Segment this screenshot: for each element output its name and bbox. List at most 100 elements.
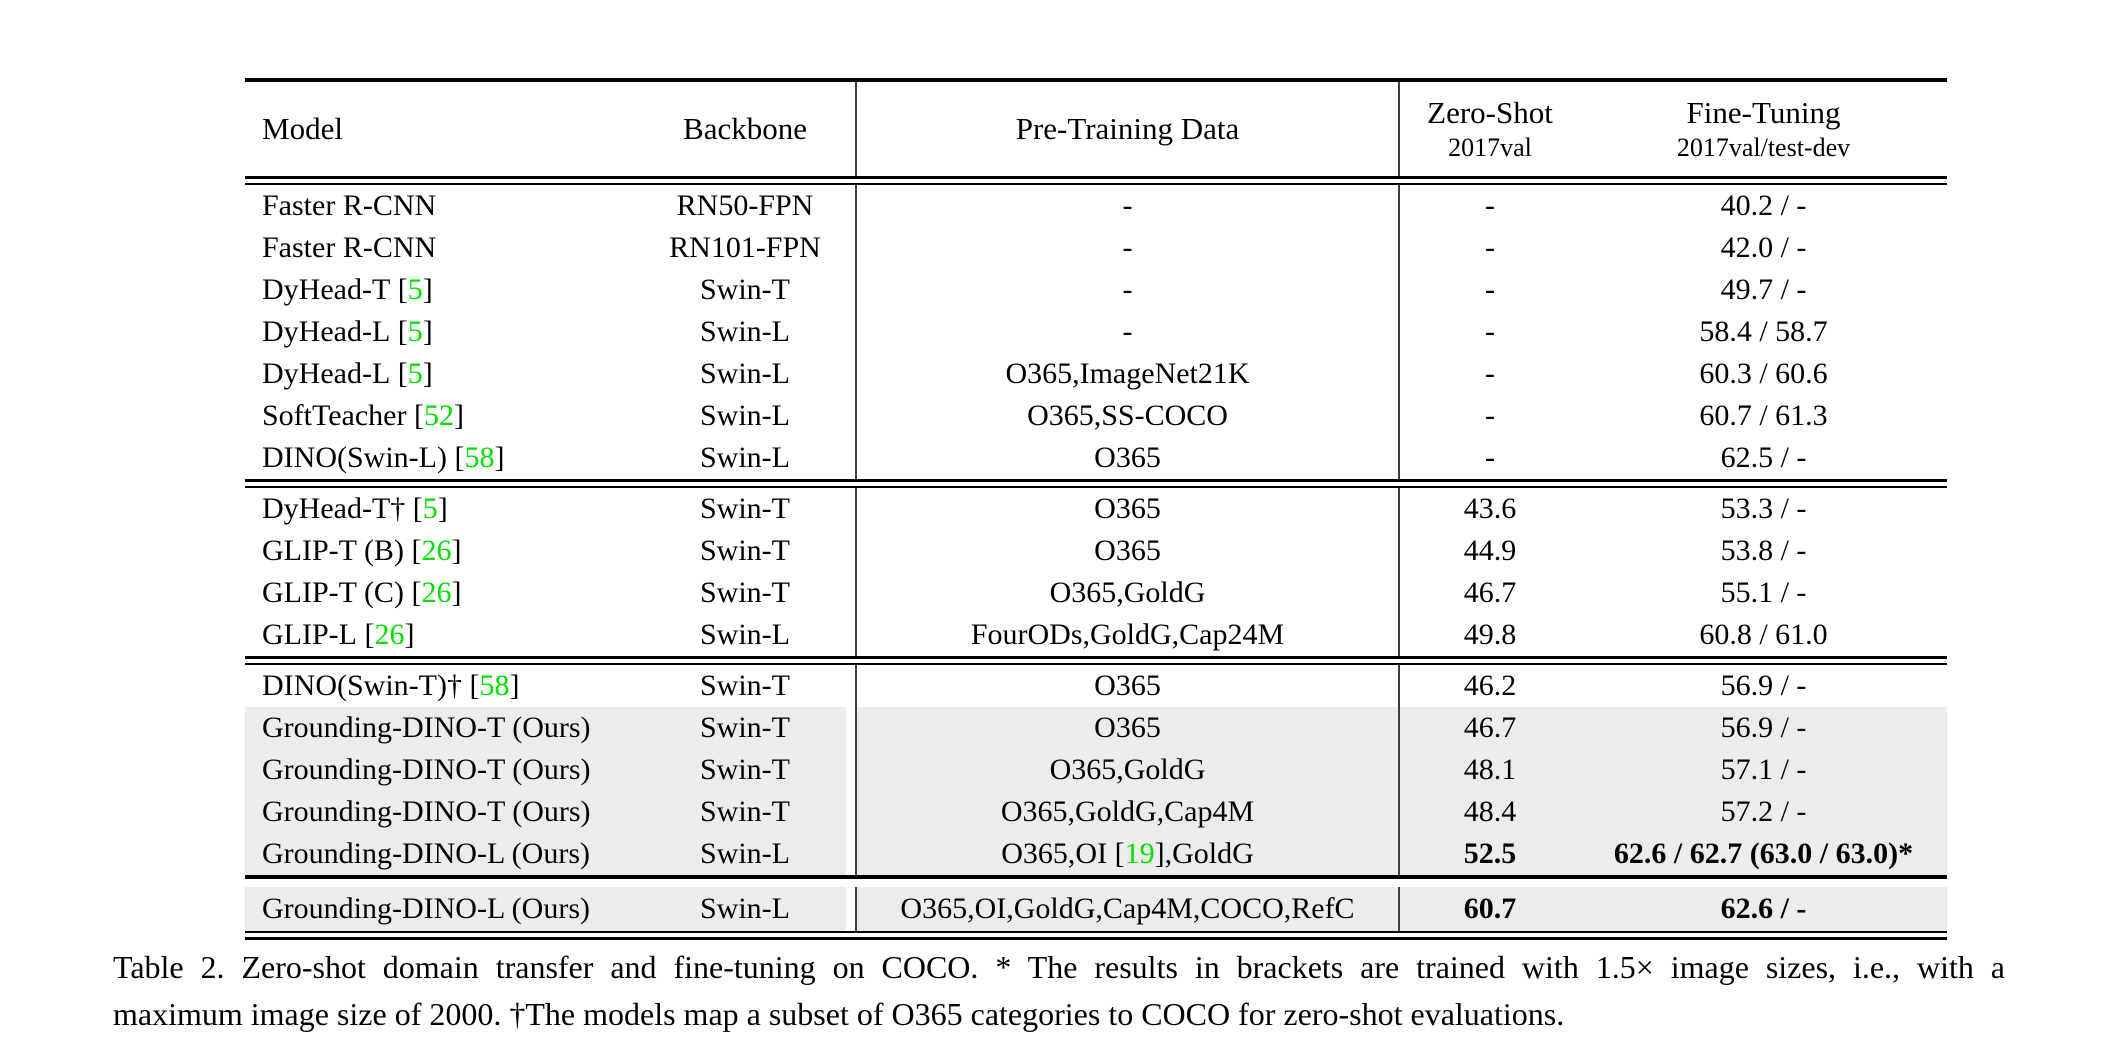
cell-pretraining-data: - <box>855 269 1400 311</box>
cell-fine-tuning: 53.8 / - <box>1720 534 1807 567</box>
col-header-backbone: Backbone <box>683 111 807 146</box>
cell-fine-tuning: 56.9 / - <box>1720 669 1807 702</box>
cell-fine-tuning: 60.7 / 61.3 <box>1699 399 1828 432</box>
cell-pretraining-data: O365,GoldG <box>855 572 1400 614</box>
table-row: Faster R-CNN RN50-FPN - - 40.2 / - <box>245 185 1947 227</box>
col-header-model: Model <box>262 111 343 146</box>
cell-backbone: Swin-L <box>635 833 855 875</box>
cell-backbone: Swin-T <box>635 707 855 749</box>
table-row: DINO(Swin-T)† [58] Swin-T O365 46.2 56.9 / - <box>245 665 1947 707</box>
cell-pretraining-data: O365 <box>855 530 1400 572</box>
cell-model: DyHead-T [5] <box>262 273 433 306</box>
table-row: GLIP-T (B) [26] Swin-T O365 44.9 53.8 / - <box>245 530 1947 572</box>
cell-backbone: Swin-L <box>700 315 790 348</box>
col-header-fine-tuning: Fine-Tuning 2017val/test-dev <box>1580 82 1947 176</box>
table-row: Grounding-DINO-T (Ours) Swin-T O365,GoldG,… <box>245 791 1947 833</box>
table-bottom-rule <box>245 931 1947 940</box>
table-row: GLIP-T (C) [26] Swin-T O365,GoldG 46.7 55.1 … <box>245 572 1947 614</box>
cell-model: GLIP-L [26] <box>262 618 415 651</box>
table-row: Grounding-DINO-L (Ours) Swin-L O365,OI [19… <box>245 833 1947 875</box>
cell-backbone: Swin-T <box>635 749 855 791</box>
cell-backbone: Swin-T <box>700 492 790 525</box>
col-header-zero-shot: Zero-Shot 2017val <box>1400 82 1580 176</box>
cell-fine-tuning: 55.1 / - <box>1720 576 1807 609</box>
cell-zero-shot: 60.7 <box>1400 887 1580 931</box>
cell-model: DINO(Swin-L) [58] <box>262 441 505 474</box>
cell-model: GLIP-T (C) [26] <box>262 576 462 609</box>
caption-line-2: maximum image size of 2000. †The models … <box>113 996 1565 1032</box>
header-divider-rule <box>245 176 1947 185</box>
citation-link[interactable]: 26 <box>421 576 452 609</box>
cell-model: DINO(Swin-T)† [58] <box>262 669 520 702</box>
cell-zero-shot: 52.5 <box>1400 833 1580 875</box>
cell-fine-tuning: 40.2 / - <box>1720 189 1807 222</box>
cell-model: GLIP-T (B) [26] <box>262 534 462 567</box>
cell-fine-tuning: 60.8 / 61.0 <box>1699 618 1828 651</box>
cell-pretraining-data: O365 <box>855 665 1400 707</box>
cell-backbone: RN101-FPN <box>669 231 821 264</box>
cell-fine-tuning: 57.2 / - <box>1580 791 1947 833</box>
cell-model: DyHead-L [5] <box>262 357 433 390</box>
cell-backbone: Swin-T <box>700 669 790 702</box>
table-body: Faster R-CNN RN50-FPN - -40.2 / - Faster R-C… <box>245 185 1947 940</box>
cell-zero-shot: - <box>1485 189 1495 222</box>
cell-fine-tuning: 42.0 / - <box>1720 231 1807 264</box>
cell-fine-tuning: 62.6 / 62.7 (63.0 / 63.0)* <box>1580 833 1947 875</box>
cell-model: Grounding-DINO-T (Ours) <box>245 791 635 833</box>
citation-link[interactable]: 5 <box>407 357 423 390</box>
cell-fine-tuning: 56.9 / - <box>1580 707 1947 749</box>
cell-pretraining-data: O365,ImageNet21K <box>855 353 1400 395</box>
cell-fine-tuning: 62.6 / - <box>1580 887 1947 931</box>
citation-link[interactable]: 26 <box>421 534 452 567</box>
table-row: Grounding-DINO-L (Ours) Swin-L O365,OI,Gol… <box>245 887 1947 931</box>
cell-zero-shot: 49.8 <box>1463 618 1517 651</box>
cell-pretraining-data: FourODs,GoldG,Cap24M <box>855 614 1400 656</box>
cell-fine-tuning: 49.7 / - <box>1720 273 1807 306</box>
cell-zero-shot: 43.6 <box>1463 492 1517 525</box>
cell-zero-shot: 46.2 <box>1463 669 1517 702</box>
cell-backbone: Swin-L <box>700 618 790 651</box>
citation-link[interactable]: 58 <box>464 441 495 474</box>
cell-zero-shot: 46.7 <box>1463 576 1517 609</box>
citation-link[interactable]: 5 <box>407 273 423 306</box>
cell-model: Grounding-DINO-L (Ours) <box>245 833 635 875</box>
cell-backbone: Swin-L <box>700 357 790 390</box>
cell-pretraining-data: O365,OI [19],GoldG <box>855 833 1400 875</box>
table-header-row: Model Backbone Pre-Training Data Zero-Sh… <box>245 82 1947 176</box>
cell-pretraining-data: - <box>855 227 1400 269</box>
results-table: Model Backbone Pre-Training Data Zero-Sh… <box>245 78 1947 940</box>
citation-link[interactable]: 58 <box>479 669 510 702</box>
cell-model: SoftTeacher [52] <box>262 399 464 432</box>
table-row: GLIP-L [26] Swin-L FourODs,GoldG,Cap24M 49.… <box>245 614 1947 656</box>
cell-zero-shot: - <box>1485 357 1495 390</box>
table-row: DyHead-T [5] Swin-T - - 49.7 / - <box>245 269 1947 311</box>
cell-pretraining-data: O365 <box>855 488 1400 530</box>
cell-pretraining-data: O365,OI,GoldG,Cap4M,COCO,RefC <box>855 887 1400 931</box>
cell-backbone: RN50-FPN <box>676 189 814 222</box>
cell-pretraining-data: O365 <box>855 707 1400 749</box>
citation-link[interactable]: 5 <box>407 315 423 348</box>
cell-fine-tuning: 58.4 / 58.7 <box>1699 315 1828 348</box>
cell-model: Faster R-CNN <box>262 231 437 264</box>
cell-fine-tuning: 60.3 / 60.6 <box>1699 357 1828 390</box>
cell-zero-shot: 48.1 <box>1400 749 1580 791</box>
citation-link[interactable]: 26 <box>374 618 405 651</box>
cell-backbone: Swin-L <box>635 887 855 931</box>
cell-zero-shot: 48.4 <box>1400 791 1580 833</box>
block-divider-rule <box>245 656 1947 665</box>
cell-zero-shot: 44.9 <box>1463 534 1517 567</box>
citation-link[interactable]: 52 <box>424 399 454 432</box>
table-row: DyHead-T† [5] Swin-T O365 43.6 53.3 / - <box>245 488 1947 530</box>
citation-link[interactable]: 19 <box>1124 837 1155 870</box>
cell-backbone: Swin-L <box>700 441 790 474</box>
table-row: Grounding-DINO-T (Ours) Swin-T O365,GoldG 4… <box>245 749 1947 791</box>
col-header-fine-tuning-subtitle: 2017val/test-dev <box>1676 133 1851 163</box>
cell-pretraining-data: O365 <box>855 437 1400 479</box>
table-row: Grounding-DINO-T (Ours) Swin-T O365 46.7 56.… <box>245 707 1947 749</box>
citation-link[interactable]: 5 <box>422 492 438 525</box>
cell-fine-tuning: 53.3 / - <box>1720 492 1807 525</box>
table-row: DyHead-L [5] Swin-L O365,ImageNet21K - 60.3 … <box>245 353 1947 395</box>
cell-pretraining-data: O365,SS-COCO <box>855 395 1400 437</box>
cell-zero-shot: - <box>1485 399 1495 432</box>
divider-gap <box>245 879 1947 887</box>
